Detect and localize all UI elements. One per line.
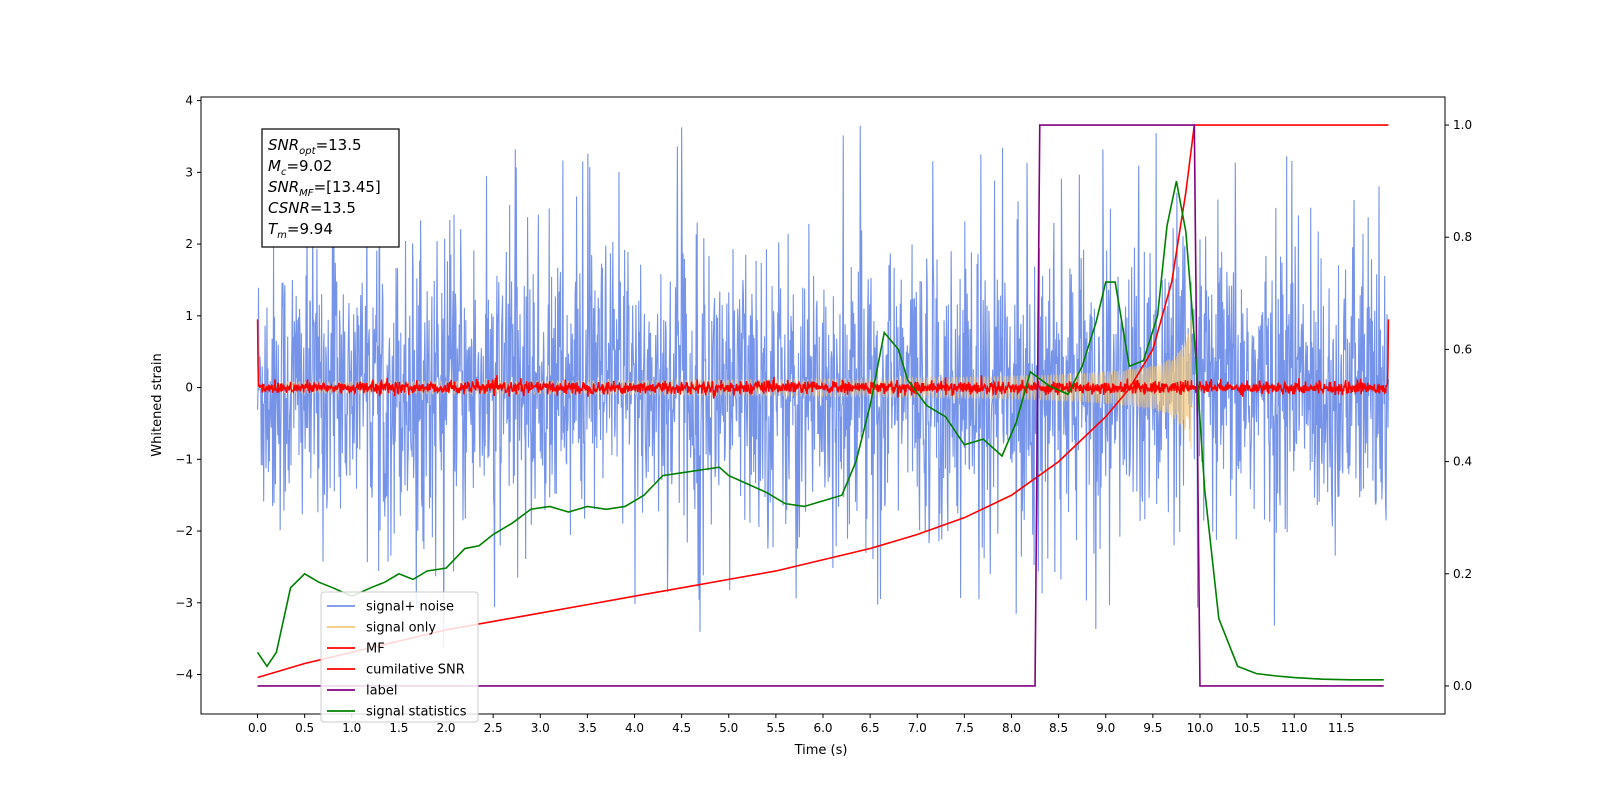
x-tick-label: 7.0 [908,721,927,735]
x-tick-label: 8.0 [1002,721,1021,735]
x-axis: 0.0 0.5 1.0 1.5 2.0 2.5 3.0 3.5 4.0 4.5 5.0 5.5 6.0 6… [248,714,1355,735]
x-tick-label: 2.0 [436,721,455,735]
x-tick-label: 3.5 [578,721,597,735]
legend-label: cumilative SNR [366,663,465,678]
legend-label: label [366,684,397,699]
legend-frame [320,591,479,723]
legend-label: signal statistics [366,705,467,720]
y2-tick-label: 0.2 [1453,567,1472,581]
x-tick-label: 9.0 [1096,721,1115,735]
y-tick-label: −2 [175,524,193,538]
y-tick-label: 0 [185,381,193,395]
x-tick-label: 5.5 [766,721,785,735]
x-tick-label: 2.5 [484,721,503,735]
x-tick-label: 1.0 [342,721,361,735]
x-tick-label: 0.0 [248,721,267,735]
y-tick-label: 4 [185,94,193,108]
x-tick-label: 6.0 [813,721,832,735]
y-axis-left: 4 3 2 1 0 −1 −2 −3 −4 [175,94,201,682]
x-tick-label: 4.0 [625,721,644,735]
annotation-frame [261,128,400,248]
x-tick-label: 5.0 [719,721,738,735]
x-tick-label: 10.5 [1234,721,1261,735]
y2-tick-label: 0.4 [1453,455,1472,469]
y-tick-label: −4 [175,668,193,682]
legend-label: signal+ noise [366,600,454,615]
series-signal-noise [257,125,1389,648]
y2-tick-label: 0.0 [1453,679,1472,693]
y-tick-label: 3 [185,165,193,179]
y2-tick-label: 0.8 [1453,230,1472,244]
legend-label: MF [366,642,385,657]
annotation-box: SNRopt=13.5Mc=9.02SNRMF=[13.45]CSNR=13.5… [261,128,400,248]
y-tick-label: −3 [175,596,193,610]
x-tick-label: 1.5 [389,721,408,735]
annotation-line: CSNR=13.5 [268,199,356,217]
x-tick-label: 3.0 [531,721,550,735]
x-tick-label: 0.5 [295,721,314,735]
x-tick-label: 8.5 [1049,721,1068,735]
y-tick-label: −1 [175,452,193,466]
x-tick-label: 11.0 [1281,721,1308,735]
series-label [257,124,1384,687]
annotation-line: Tm=9.94 [268,220,333,241]
y2-tick-label: 0.6 [1453,342,1472,356]
x-tick-label: 10.0 [1187,721,1214,735]
series-mf [256,319,1390,399]
y-tick-label: 2 [185,237,193,251]
legend: signal+ noise signal only MF cumilative SNR… [320,591,479,723]
legend-label: signal only [366,621,436,636]
annotation-line: SNRMF=[13.45] [268,178,381,199]
x-tick-label: 11.5 [1328,721,1355,735]
x-tick-label: 6.5 [861,721,880,735]
x-tick-label: 4.5 [672,721,691,735]
annotation-line: Mc=9.02 [268,157,332,178]
series-signal-statistics [256,180,1384,681]
x-axis-label: Time (s) [794,743,848,758]
y-tick-label: 1 [185,309,193,323]
annotation-line: SNRopt=13.5 [268,136,362,157]
y-axis-label: Whitened strain [150,353,165,456]
x-tick-label: 9.5 [1143,721,1162,735]
y2-tick-label: 1.0 [1453,118,1472,132]
x-tick-label: 7.5 [955,721,974,735]
y-axis-right: 0.0 0.2 0.4 0.6 0.8 1.0 [1445,118,1472,693]
